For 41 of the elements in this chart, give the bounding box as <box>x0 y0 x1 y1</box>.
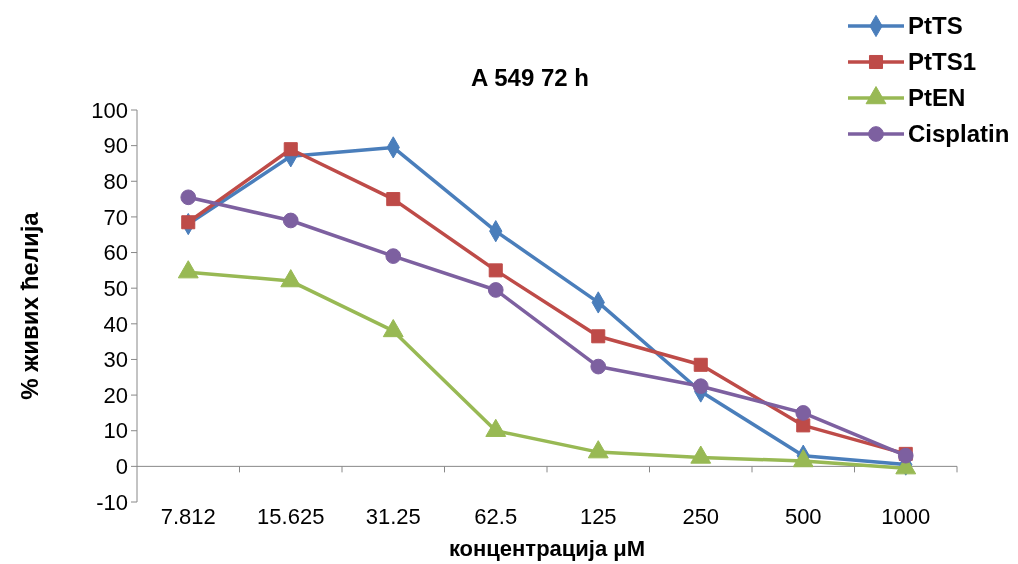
x-tick-label: 1000 <box>881 504 931 529</box>
point <box>591 329 606 344</box>
y-tick-label: 50 <box>103 275 128 301</box>
y-axis-title: % живих ћелија <box>16 211 43 400</box>
x-tick-label: 62.5 <box>474 504 518 529</box>
y-tick-label: 20 <box>103 382 128 408</box>
point <box>386 192 401 207</box>
point <box>693 357 708 372</box>
y-tick-label: 100 <box>91 97 128 123</box>
legend-label: Cisplatin <box>908 120 1010 148</box>
x-tick-label: 500 <box>784 504 822 529</box>
y-tick-label: 60 <box>103 240 128 266</box>
legend-label: PtTS1 <box>908 48 977 76</box>
x-tick-label: 15.625 <box>257 504 325 529</box>
x-tick-label: 31.25 <box>365 504 421 529</box>
y-tick-label: 70 <box>103 204 128 230</box>
point <box>488 263 503 278</box>
x-tick-label: 125 <box>579 504 617 529</box>
point <box>590 358 607 375</box>
point <box>796 418 811 433</box>
point <box>385 248 402 264</box>
y-tick-label: 80 <box>103 168 128 194</box>
y-tick-label: 30 <box>103 347 128 373</box>
point <box>283 142 298 157</box>
legend-label: PtEN <box>908 84 966 112</box>
point <box>282 212 299 229</box>
point <box>692 378 709 395</box>
point <box>487 282 504 298</box>
y-tick-label: -10 <box>96 489 128 515</box>
x-tick-label: 250 <box>682 504 720 529</box>
y-tick-label: 0 <box>115 454 128 480</box>
point <box>795 405 812 421</box>
x-tick-label: 7.812 <box>160 504 216 529</box>
y-tick-label: 10 <box>103 418 128 444</box>
y-tick-label: 40 <box>103 311 128 337</box>
chart-title: A 549 72 h <box>471 64 589 91</box>
point <box>180 189 197 206</box>
y-tick-label: 90 <box>103 133 128 159</box>
point <box>181 215 196 230</box>
legend-label: PtTS <box>908 12 963 40</box>
x-axis-title: концентрација μM <box>448 536 646 561</box>
